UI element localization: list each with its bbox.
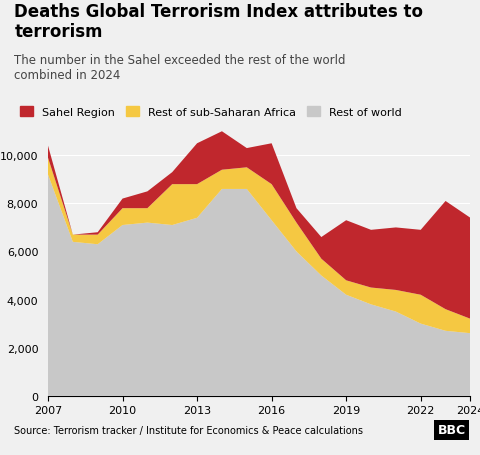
Text: Deaths Global Terrorism Index attributes to
terrorism: Deaths Global Terrorism Index attributes… <box>14 3 423 41</box>
Text: The number in the Sahel exceeded the rest of the world
combined in 2024: The number in the Sahel exceeded the res… <box>14 54 346 81</box>
Legend: Sahel Region, Rest of sub-Saharan Africa, Rest of world: Sahel Region, Rest of sub-Saharan Africa… <box>15 102 407 122</box>
Text: Source: Terrorism tracker / Institute for Economics & Peace calculations: Source: Terrorism tracker / Institute fo… <box>14 425 363 435</box>
Text: BBC: BBC <box>437 424 466 436</box>
